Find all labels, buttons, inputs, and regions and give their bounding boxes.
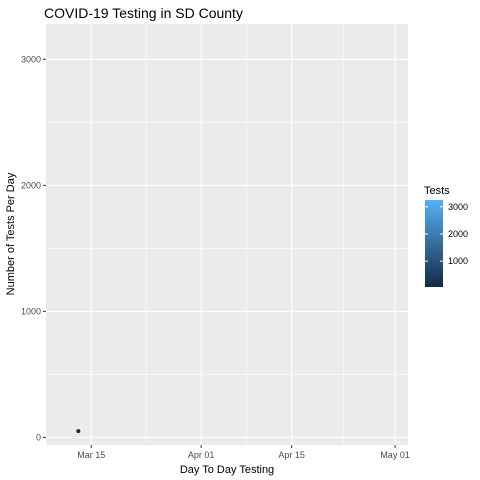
legend-colorbar	[425, 200, 443, 287]
legend-title: Tests	[424, 185, 450, 197]
major-grid	[46, 24, 408, 445]
plot-panel	[46, 24, 408, 445]
y-tick-label: 1000	[21, 306, 41, 316]
legend-tick-label: 2000	[448, 229, 468, 239]
legend-tick-label: 1000	[448, 256, 468, 266]
x-axis-title: Day To Day Testing	[180, 464, 274, 476]
points-layer	[76, 429, 81, 434]
legend-ticks: 1000 2000 3000	[425, 202, 468, 266]
y-axis-title: Number of Tests Per Day	[5, 172, 17, 295]
y-axis: 0 1000 2000 3000	[21, 54, 46, 442]
x-tick-label: Apr 01	[188, 450, 215, 460]
x-tick-label: Apr 15	[278, 450, 305, 460]
chart-title: COVID-19 Testing in SD County	[44, 5, 243, 21]
x-axis: Mar 15 Apr 01 Apr 15 May 01	[77, 445, 410, 460]
legend-tick-label: 3000	[448, 202, 468, 212]
y-tick-label: 2000	[21, 180, 41, 190]
x-tick-label: Mar 15	[77, 450, 105, 460]
minor-grid	[46, 24, 408, 445]
y-tick-label: 0	[36, 432, 41, 442]
x-tick-label: May 01	[380, 450, 410, 460]
y-tick-label: 3000	[21, 54, 41, 64]
data-point	[76, 429, 81, 434]
color-legend: Tests 1000 2000 3000	[424, 185, 468, 287]
